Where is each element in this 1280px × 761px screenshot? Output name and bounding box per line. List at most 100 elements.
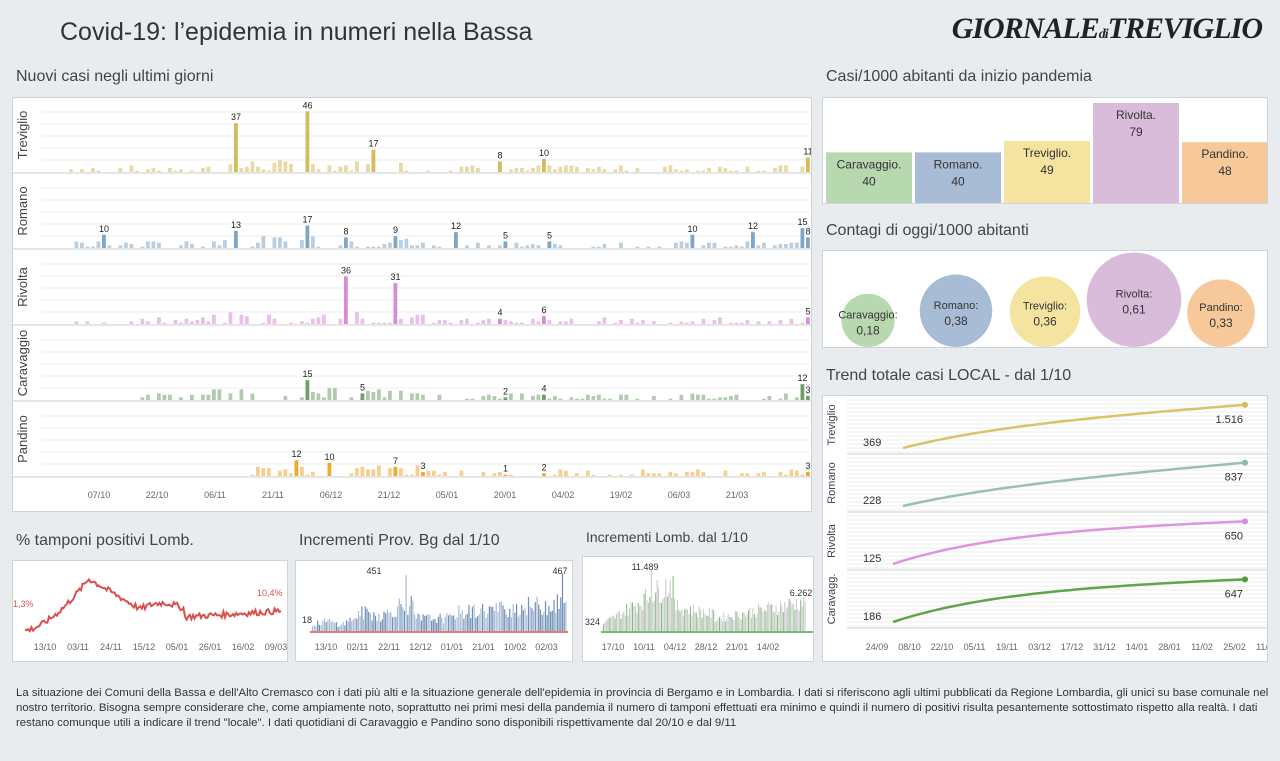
bar-rivolta: [344, 276, 348, 324]
bubble-value: 0,18: [856, 323, 880, 337]
bar-treviglio: [91, 168, 95, 172]
bar-rivolta: [509, 321, 513, 324]
bar-romano: [432, 245, 436, 248]
trend-end-dot: [1242, 518, 1248, 525]
lomb-bar: [785, 608, 787, 631]
bar-treviglio: [239, 168, 244, 172]
bar-rivolta: [597, 321, 601, 324]
lomb-bar: [797, 608, 799, 631]
bar-romano: [190, 244, 194, 248]
bar-treviglio: [256, 166, 260, 172]
bar-rivolta: [195, 320, 200, 324]
lomb-bar: [766, 604, 768, 631]
bg-bar: [429, 615, 431, 631]
lomb-bar: [603, 624, 604, 631]
trend-start-label: 186: [863, 611, 881, 623]
bar-caravaggio: [608, 398, 612, 400]
bar-romano: [762, 242, 766, 248]
bar-pandino: [696, 469, 700, 476]
bar-caravaggio: [531, 396, 535, 400]
bg-bar: [444, 616, 446, 631]
bg-bar: [461, 610, 463, 631]
x-tick: 13/10: [315, 642, 338, 652]
bar-romano: [283, 241, 288, 248]
bar-caravaggio: [388, 390, 392, 400]
bg-bar: [354, 617, 356, 631]
bar-pandino: [261, 468, 266, 476]
bar-pandino: [503, 474, 508, 476]
bg-bar: [526, 615, 528, 631]
data-label: 7: [393, 456, 398, 466]
bar-treviglio: [465, 166, 469, 172]
lomb-bar: [624, 615, 626, 631]
bg-bar: [378, 614, 380, 631]
bar-rivolta: [448, 322, 453, 324]
bar-caravaggio: [206, 394, 211, 400]
bar-romano: [690, 234, 695, 248]
lomb-bar: [678, 610, 680, 631]
bg-bar: [347, 621, 349, 631]
bg-bar: [383, 611, 385, 631]
bg-bar: [522, 610, 524, 631]
bar-pandino: [674, 473, 678, 476]
bar-rivolta: [778, 320, 783, 324]
x-tick: 03/12: [1028, 642, 1051, 652]
bg-bar: [412, 600, 414, 631]
bg-bar: [541, 614, 543, 631]
data-label: 37: [231, 112, 241, 122]
bar-treviglio: [261, 169, 266, 172]
tamponi-chart: 1,3% 10,4% 13/10 03/11 24/11 15/12 05/01 26/01 1…: [12, 560, 288, 662]
bar-pandino: [459, 470, 464, 476]
bg-bar: [337, 626, 339, 631]
lomb-bar: [788, 598, 790, 631]
lomb-bar: [763, 608, 765, 631]
bar-treviglio: [278, 160, 282, 172]
bg-bar: [478, 614, 480, 631]
bar-romano: [756, 245, 761, 248]
bar-romano: [773, 245, 777, 248]
bg-bar: [359, 616, 361, 631]
data-label: 3: [805, 385, 810, 395]
bg-bar: [385, 613, 387, 631]
bar-pandino: [646, 473, 651, 476]
bar-pandino: [360, 466, 365, 476]
bar-rivolta: [245, 316, 249, 324]
bar-treviglio: [685, 169, 689, 172]
bar-caravaggio: [360, 393, 365, 400]
bar-pandino: [668, 472, 673, 476]
data-label: 17: [368, 139, 378, 149]
lomb-bar: [659, 602, 661, 631]
lomb-bar: [787, 606, 789, 631]
bar-treviglio: [723, 168, 728, 172]
bg-bar: [344, 625, 346, 631]
bar-rivolta: [421, 314, 425, 324]
value-label: 48: [1218, 164, 1232, 178]
bar-caravaggio: [146, 394, 150, 400]
x-tick: 31/12: [1093, 642, 1116, 652]
bg-bar: [437, 616, 439, 631]
bar-caravaggio: [575, 398, 579, 400]
lomb-bar: [645, 588, 647, 631]
lomb-bar: [778, 611, 780, 631]
bar-romano: [602, 244, 607, 248]
bar-treviglio: [289, 164, 293, 172]
bg-bar: [327, 619, 329, 631]
bar-romano: [212, 241, 216, 248]
bar-romano: [102, 234, 106, 248]
bar-treviglio: [575, 166, 579, 172]
bar-treviglio: [399, 162, 403, 172]
lomb-bar: [649, 597, 651, 631]
bar-treviglio: [190, 170, 194, 172]
bar-romano: [619, 242, 623, 248]
bar-romano: [223, 240, 227, 248]
bar-treviglio: [344, 165, 348, 172]
lomb-bar: [604, 622, 606, 631]
value-label: 40: [862, 174, 876, 188]
lomb-bar: [736, 611, 738, 631]
bar-caravaggio: [652, 396, 656, 400]
bar-caravaggio: [635, 398, 640, 400]
data-label: 15: [797, 217, 807, 227]
bar-pandino: [300, 466, 304, 476]
lomb-bar: [727, 614, 729, 631]
bar-rivolta: [415, 314, 420, 324]
